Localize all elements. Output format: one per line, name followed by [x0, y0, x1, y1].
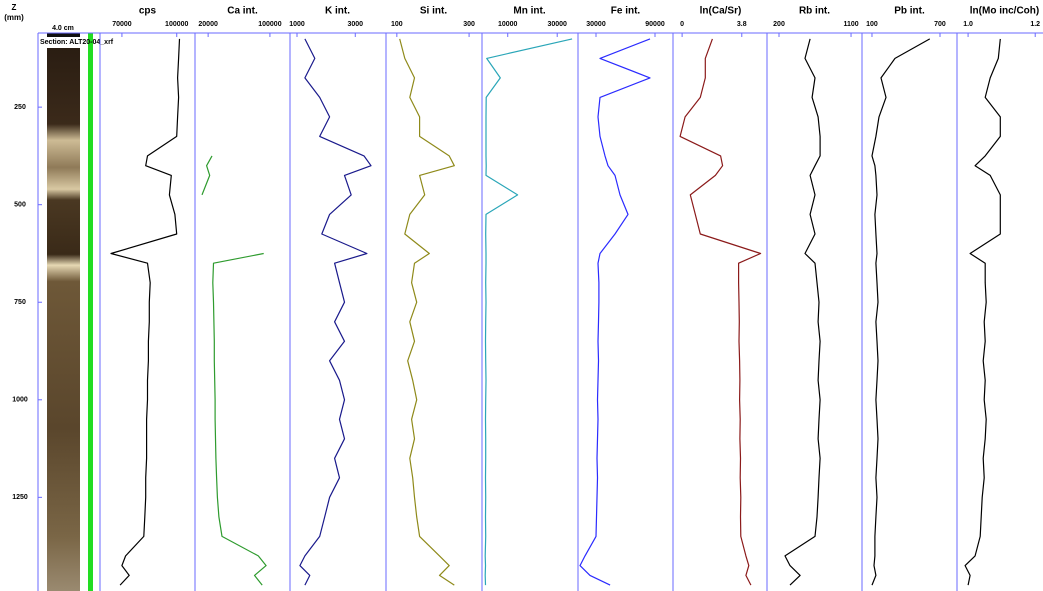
x-tick-label: 30000 — [547, 21, 567, 28]
y-tick-label: 1000 — [12, 397, 28, 404]
y-axis-label: (mm) — [4, 13, 24, 22]
x-tick-label: 100000 — [165, 21, 188, 28]
chart: Z (mm) 4.0 cm Section: ALT20-04_xrf 250 5… — [0, 0, 1043, 591]
x-tick-label: 20000 — [198, 21, 218, 28]
panel-title: Pb int. — [894, 6, 925, 17]
x-tick-label: 90000 — [645, 21, 665, 28]
background — [0, 0, 1043, 591]
panel-title: cps — [139, 6, 157, 17]
x-tick-label: 70000 — [112, 21, 132, 28]
core-image — [47, 48, 80, 591]
panel-title: Fe int. — [611, 6, 641, 17]
x-tick-label: 10000 — [498, 21, 518, 28]
y-tick-label: 500 — [14, 202, 26, 209]
x-tick-label: 1.2 — [1030, 21, 1040, 28]
x-tick-label: 3.8 — [737, 21, 747, 28]
y-axis-label: Z — [12, 3, 17, 12]
x-tick-label: 100 — [391, 21, 403, 28]
x-tick-label: 700 — [934, 21, 946, 28]
panel-title: Ca int. — [227, 6, 258, 17]
y-tick-label: 1250 — [12, 494, 28, 501]
panel-title: Rb int. — [799, 6, 830, 17]
scale-label: 4.0 cm — [52, 25, 74, 32]
x-tick-label: 200 — [773, 21, 785, 28]
panel-title: K int. — [325, 6, 350, 17]
x-tick-label: 100 — [866, 21, 878, 28]
panel-title: Mn int. — [513, 6, 545, 17]
y-tick-label: 750 — [14, 299, 26, 306]
x-tick-label: 0 — [680, 21, 684, 28]
y-tick-label: 250 — [14, 104, 26, 111]
x-tick-label: 1.0 — [963, 21, 973, 28]
panel-title: ln(Mo inc/Coh) — [970, 6, 1039, 17]
x-tick-label: 1000 — [289, 21, 305, 28]
x-tick-label: 30000 — [586, 21, 606, 28]
core-marker — [88, 33, 93, 591]
x-tick-label: 1100 — [843, 21, 858, 28]
scale-bar — [47, 33, 80, 37]
panel-title: ln(Ca/Sr) — [700, 6, 742, 17]
x-tick-label: 300 — [463, 21, 475, 28]
section-label: Section: ALT20-04_xrf — [40, 39, 114, 46]
x-tick-label: 100000 — [258, 21, 281, 28]
panel-title: Si int. — [420, 6, 447, 17]
x-tick-label: 3000 — [347, 21, 363, 28]
